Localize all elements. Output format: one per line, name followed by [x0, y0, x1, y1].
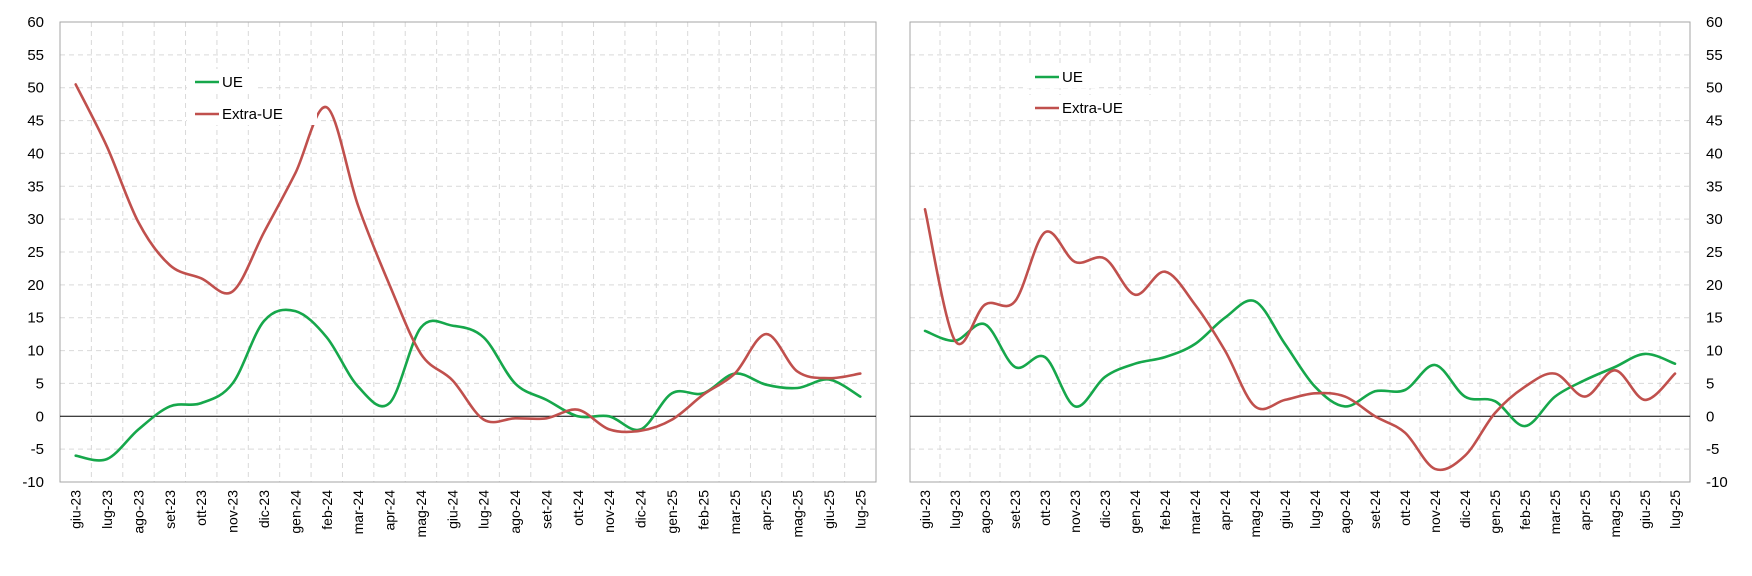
y-tick-label: 25 [27, 244, 44, 261]
x-tick-label: mag-25 [790, 490, 806, 538]
x-tick-label: feb-25 [695, 490, 711, 530]
legend-item: UE [1027, 64, 1097, 88]
y-tick-label: 40 [1706, 145, 1723, 162]
legend-item: Extra-UE [1027, 95, 1157, 119]
y-tick-label: 35 [1706, 178, 1723, 195]
y-tick-label: 55 [27, 47, 44, 64]
x-tick-label: dic-23 [256, 490, 272, 528]
x-tick-label: dic-24 [633, 490, 649, 528]
y-tick-label: 50 [1706, 80, 1723, 97]
x-tick-label: gen-25 [1487, 490, 1503, 534]
legend-item: Extra-UE [187, 101, 317, 125]
x-tick-label: lug-23 [99, 490, 115, 529]
legend-label: UE [1062, 69, 1083, 86]
y-tick-label: 5 [1706, 375, 1714, 392]
chart-left: -10 -5 0 5 10 15 20 25 30 35 40 45 50 55 60 giu-23 lug-2… [22, 14, 877, 538]
x-tick-label: mar-24 [1187, 490, 1203, 535]
x-tick-label: set-23 [162, 490, 178, 529]
y-tick-label: -5 [31, 441, 44, 458]
y-tick-label: -10 [22, 474, 44, 491]
x-tick-label: giu-23 [917, 490, 933, 529]
legend-label: Extra-UE [1062, 100, 1123, 117]
y-tick-label: 45 [1706, 113, 1723, 130]
x-tick-label: giu-23 [68, 490, 84, 529]
legend-label: Extra-UE [222, 106, 283, 123]
x-tick-label: lug-23 [947, 490, 963, 529]
y-tick-label: 15 [27, 310, 44, 327]
y-tick-label: 20 [27, 277, 44, 294]
x-tick-label: apr-25 [758, 490, 774, 531]
y-tick-label: 50 [27, 80, 44, 97]
x-tick-label: dic-23 [1097, 490, 1113, 528]
x-tick-label: ott-24 [570, 490, 586, 526]
plot-area [59, 21, 877, 483]
x-tick-label: dic-24 [1457, 490, 1473, 528]
x-tick-label: ott-23 [1037, 490, 1053, 526]
x-tick-label: gen-25 [664, 490, 680, 534]
x-tick-label: feb-25 [1517, 490, 1533, 530]
y-tick-label: 10 [27, 343, 44, 360]
series-line-extra-ue [923, 208, 1677, 472]
x-tick-label: lug-24 [476, 490, 492, 529]
legend-label: UE [222, 74, 243, 91]
x-tick-label: apr-25 [1577, 490, 1593, 531]
y-tick-label: 5 [36, 375, 44, 392]
x-tick-label: set-24 [538, 490, 554, 529]
y-tick-label: 55 [1706, 47, 1723, 64]
y-tick-label: 45 [27, 113, 44, 130]
x-tick-label: nov-24 [1427, 490, 1443, 533]
chart-right: -10 -5 0 5 10 15 20 25 30 35 40 45 50 55 60 giu-23 lug-2… [909, 14, 1728, 538]
x-tick-label: mag-25 [1607, 490, 1623, 538]
y-tick-label: 20 [1706, 277, 1723, 294]
y-tick-label: 40 [27, 145, 44, 162]
series-line-ue [74, 308, 862, 462]
y-tick-label: 10 [1706, 343, 1723, 360]
x-tick-label: ago-23 [977, 490, 993, 534]
y-tick-label: 15 [1706, 310, 1723, 327]
y-tick-label: 60 [1706, 14, 1723, 31]
x-tick-label: giu-24 [444, 490, 460, 529]
x-tick-label: apr-24 [382, 490, 398, 531]
x-tick-label: nov-23 [1067, 490, 1083, 533]
x-tick-label: giu-24 [1277, 490, 1293, 529]
x-tick-label: ott-23 [193, 490, 209, 526]
x-tick-label: ago-23 [130, 490, 146, 534]
x-tick-label: nov-23 [225, 490, 241, 533]
y-tick-label: 0 [1706, 408, 1714, 425]
x-tick-label: giu-25 [821, 490, 837, 529]
series-line-extra-ue [74, 83, 862, 434]
y-tick-label: -10 [1706, 474, 1728, 491]
y-tick-label: 30 [1706, 211, 1723, 228]
x-tick-label: ago-24 [507, 490, 523, 534]
y-tick-label: 60 [27, 14, 44, 31]
x-tick-label: apr-24 [1217, 490, 1233, 531]
x-tick-label: gen-24 [287, 490, 303, 534]
x-tick-label: ott-24 [1397, 490, 1413, 526]
series-line-ue [923, 299, 1677, 428]
x-tick-label: set-23 [1007, 490, 1023, 529]
x-tick-label: lug-25 [1667, 490, 1683, 529]
x-tick-label: mar-24 [350, 490, 366, 535]
y-tick-label: 25 [1706, 244, 1723, 261]
y-tick-label: 0 [36, 408, 44, 425]
x-tick-label: ago-24 [1337, 490, 1353, 534]
x-tick-label: nov-24 [601, 490, 617, 533]
legend-item: UE [187, 69, 257, 93]
x-tick-label: mar-25 [727, 490, 743, 535]
x-tick-label: feb-24 [1157, 490, 1173, 530]
x-tick-label: gen-24 [1127, 490, 1143, 534]
x-tick-label: lug-24 [1307, 490, 1323, 529]
x-tick-label: set-24 [1367, 490, 1383, 529]
x-tick-label: mar-25 [1547, 490, 1563, 535]
x-tick-label: giu-25 [1637, 490, 1653, 529]
y-tick-label: 35 [27, 178, 44, 195]
y-tick-label: 30 [27, 211, 44, 228]
x-tick-label: mag-24 [413, 490, 429, 538]
x-tick-label: feb-24 [319, 490, 335, 530]
y-tick-label: -5 [1706, 441, 1719, 458]
x-tick-label: lug-25 [852, 490, 868, 529]
plot-area [909, 21, 1691, 483]
x-tick-label: mag-24 [1247, 490, 1263, 538]
